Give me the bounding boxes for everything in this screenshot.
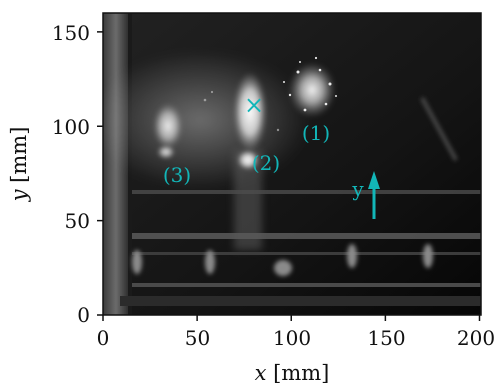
- x-tick-label: 100: [273, 326, 311, 350]
- x-axis-label: x [mm]: [255, 361, 330, 385]
- y-direction-arrow-icon: [368, 171, 380, 219]
- y-axis-label: y [mm]: [7, 127, 31, 203]
- y-tick-label: 0: [77, 303, 90, 327]
- x-tick-label: 50: [185, 326, 210, 350]
- y-tick-label: 150: [52, 21, 90, 45]
- y-axis: 0 50 100 150 y [mm]: [7, 21, 103, 327]
- x-axis: 0 50 100 150 200 x [mm]: [97, 315, 495, 385]
- x-tick-label: 150: [367, 326, 405, 350]
- arrow-label: y: [351, 177, 364, 201]
- spot-label-2: (2): [252, 151, 280, 175]
- y-tick-label: 100: [52, 115, 90, 139]
- cross-marker-icon: ×: [244, 91, 264, 119]
- spot-label-3: (3): [163, 163, 191, 187]
- spot-label-1: (1): [302, 121, 330, 145]
- annotations: (1) (2) (3) × y: [163, 91, 380, 219]
- photo-image: [103, 13, 481, 315]
- x-tick-label: 0: [97, 326, 110, 350]
- x-tick-label: 200: [457, 326, 495, 350]
- y-tick-label: 50: [65, 209, 90, 233]
